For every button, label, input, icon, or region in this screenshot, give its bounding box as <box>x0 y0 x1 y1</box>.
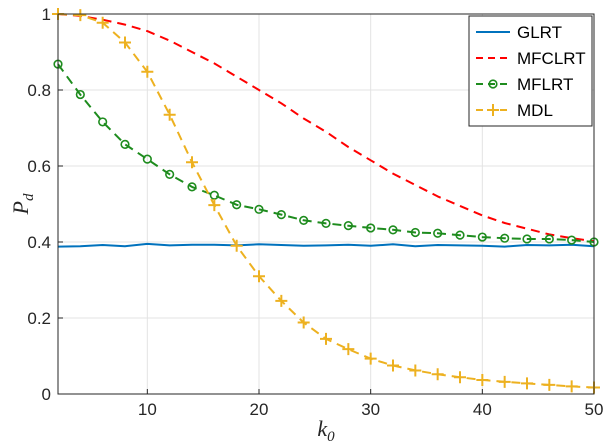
series-markers <box>52 8 600 394</box>
x-tick-label: 50 <box>585 400 604 419</box>
y-tick-label: 0.6 <box>27 157 51 176</box>
data-point-mdl <box>543 378 556 391</box>
plot-frame <box>57 13 595 395</box>
data-point-mdl <box>96 16 109 29</box>
data-point-mflrt <box>567 235 577 245</box>
data-point-mdl <box>208 199 221 212</box>
data-point-mflrt <box>433 228 443 238</box>
data-point-mdl <box>320 332 332 345</box>
data-point-mdl <box>498 375 511 388</box>
data-point-mflrt <box>544 234 554 244</box>
data-point-mflrt <box>477 232 487 242</box>
y-axis-label: Pd <box>8 193 37 215</box>
y-tick-label: 0.4 <box>27 233 51 252</box>
y-axis-label-subscript: d <box>21 193 37 201</box>
y-tick-label: 0 <box>42 385 51 404</box>
x-axis-label-subscript: 0 <box>327 429 335 443</box>
data-point-mdl <box>297 316 310 329</box>
data-point-mflrt <box>75 89 85 100</box>
data-point-mflrt <box>232 200 242 210</box>
axis-ticks: 10 20 30 40 50 0 0.2 0.4 0.6 0.8 1 <box>27 5 603 419</box>
data-point-mdl <box>476 373 489 386</box>
data-point-mflrt <box>276 210 286 220</box>
x-tick-label: 30 <box>361 400 380 419</box>
data-point-mflrt <box>321 218 331 228</box>
data-point-mdl <box>454 371 466 384</box>
data-point-mdl <box>141 65 154 78</box>
data-point-mflrt <box>142 154 152 164</box>
data-point-mflrt <box>500 233 510 243</box>
legend: GLRT MFCLRT MFLRT MDL <box>468 15 593 127</box>
data-point-mdl <box>163 108 176 121</box>
legend-marker-mdl <box>487 104 499 116</box>
y-tick-label: 1 <box>42 5 51 24</box>
legend-label-mdl: MDL <box>517 101 553 120</box>
data-point-mflrt <box>98 117 108 127</box>
data-point-mflrt <box>455 230 465 240</box>
y-axis-label-main: P <box>8 201 33 215</box>
x-tick-label: 40 <box>473 400 492 419</box>
data-point-mdl <box>230 239 243 252</box>
legend-label-mflrt: MFLRT <box>517 75 573 94</box>
legend-marker-mflrt <box>488 79 498 89</box>
data-point-mdl <box>565 380 578 393</box>
data-point-mflrt <box>187 182 197 192</box>
legend-label-glrt: GLRT <box>517 23 562 42</box>
series-line-glrt <box>57 242 595 248</box>
data-point-mflrt <box>388 225 398 235</box>
data-point-mflrt <box>366 223 376 233</box>
legend-label-mfclrt: MFCLRT <box>517 49 586 68</box>
data-point-mdl <box>253 270 265 283</box>
data-point-mdl <box>387 359 399 372</box>
x-tick-label: 10 <box>138 400 157 419</box>
data-point-mflrt <box>254 204 264 214</box>
data-point-mdl <box>275 294 288 307</box>
data-point-mdl <box>431 368 444 381</box>
x-axis-label: k0 <box>317 416 335 443</box>
y-tick-label: 0.2 <box>27 309 51 328</box>
x-axis-label-main: k <box>317 416 328 441</box>
y-tick-label: 0.8 <box>27 81 51 100</box>
series-line-mfclrt <box>57 13 595 243</box>
data-point-mdl <box>409 364 422 377</box>
data-point-mflrt <box>165 169 175 179</box>
data-point-mdl <box>74 9 87 22</box>
data-point-mdl <box>119 36 131 49</box>
series-line-mflrt <box>57 63 595 243</box>
data-point-mflrt <box>120 139 130 149</box>
data-point-mdl <box>521 377 533 390</box>
data-point-mflrt <box>522 234 532 244</box>
data-point-mflrt <box>209 190 219 200</box>
data-point-mdl <box>364 352 377 365</box>
x-tick-label: 20 <box>250 400 269 419</box>
data-point-mdl <box>186 156 198 169</box>
data-point-mflrt <box>299 215 309 225</box>
data-point-mflrt <box>343 221 353 231</box>
data-point-mdl <box>342 343 355 356</box>
data-point-mflrt <box>410 227 420 238</box>
legend-box <box>468 15 593 127</box>
